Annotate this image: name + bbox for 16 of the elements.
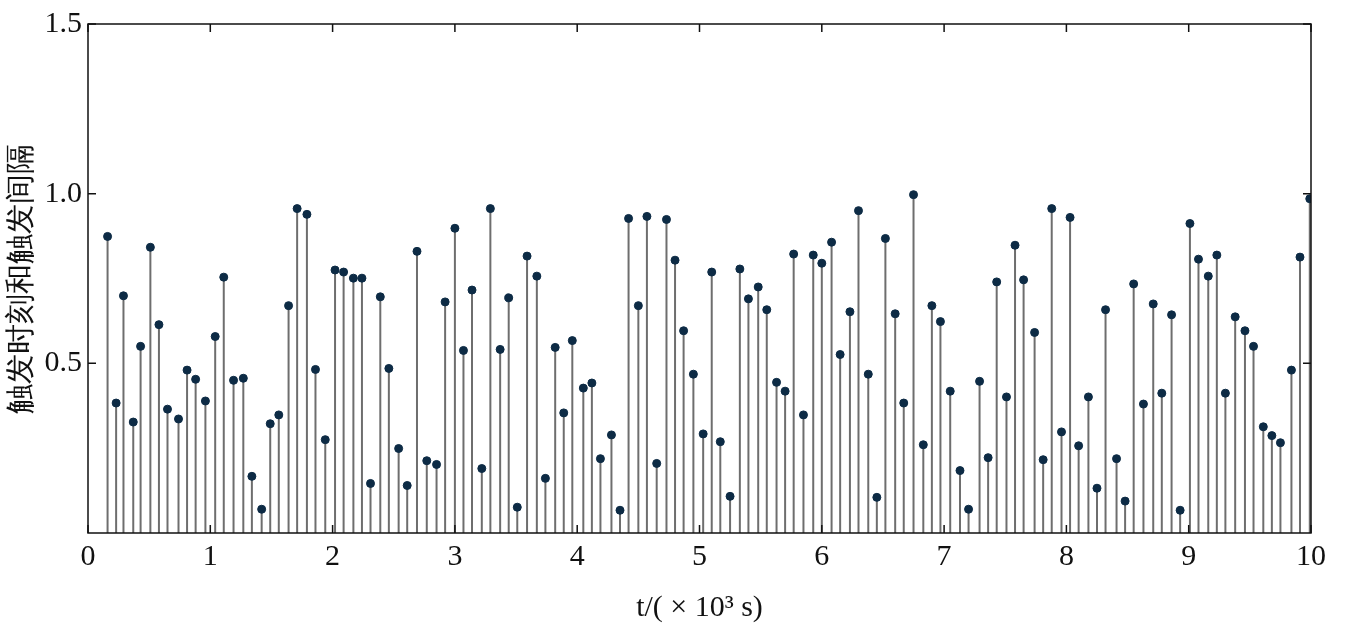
y-axis-title: 触发时刻和触发间隔 [2, 143, 36, 414]
x-axis-title: t/( × 10³ s) [636, 588, 763, 623]
x-tick-label: 10 [1296, 537, 1326, 571]
x-tick-label: 8 [1058, 537, 1074, 571]
y-tick-label: 0.5 [44, 344, 82, 378]
x-tick-label: 4 [569, 537, 585, 571]
x-tick-label: 1 [202, 537, 218, 571]
x-tick-label: 2 [325, 537, 341, 571]
x-tick-label: 9 [1181, 537, 1197, 571]
x-tick-label: 3 [447, 537, 463, 571]
x-tick-label: 7 [936, 537, 952, 571]
x-tick-label: 0 [80, 537, 96, 571]
y-tick-label: 1.0 [44, 174, 82, 208]
x-tick-label: 6 [814, 537, 830, 571]
x-tick-label: 5 [692, 537, 707, 571]
y-tick-label: 1.5 [44, 4, 82, 38]
